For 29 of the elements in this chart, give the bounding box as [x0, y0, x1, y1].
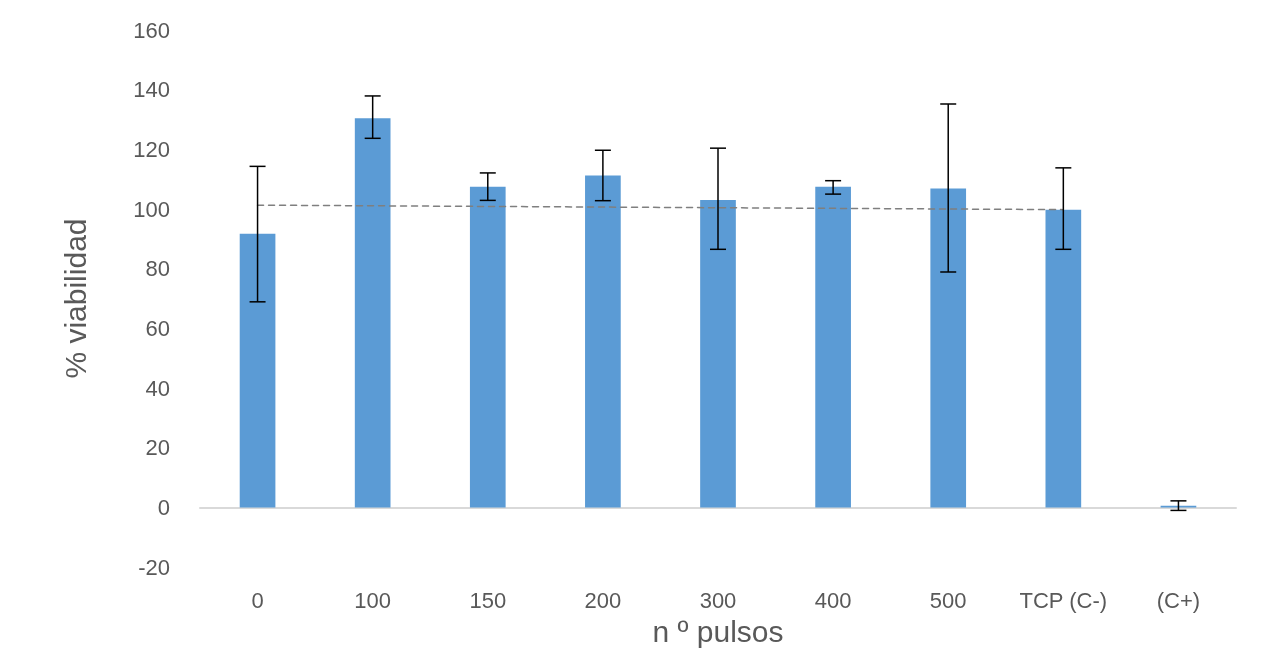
y-axis-title: % viabilidad — [58, 218, 92, 379]
bar — [585, 175, 621, 508]
bar — [815, 186, 851, 508]
x-tick-label: 200 — [584, 587, 622, 613]
y-tick-label: 60 — [145, 315, 170, 341]
y-tick-label: 0 — [157, 494, 170, 520]
x-tick-label: 400 — [814, 587, 852, 613]
y-tick-label: 120 — [133, 136, 170, 162]
x-tick-label: TCP (C-) — [1019, 587, 1108, 613]
x-tick-label: 150 — [469, 587, 507, 613]
bar — [1045, 209, 1082, 508]
y-tick-label: 40 — [145, 375, 170, 401]
y-tick-label: 140 — [133, 77, 170, 103]
y-tick-label: 100 — [133, 196, 170, 222]
y-tick-label: 160 — [133, 17, 170, 43]
bar — [700, 200, 736, 508]
x-tick-label: 100 — [354, 587, 392, 613]
x-axis-title: n º pulsos — [652, 614, 784, 648]
x-tick-label: 500 — [929, 587, 967, 613]
bar — [354, 118, 391, 508]
y-tick-label: 80 — [145, 256, 170, 282]
x-tick-label: (C+) — [1156, 587, 1201, 613]
bar — [469, 186, 506, 508]
y-tick-label: 20 — [145, 435, 170, 461]
x-tick-label: 300 — [699, 587, 737, 613]
x-tick-label: 0 — [251, 587, 264, 613]
bar — [930, 188, 967, 508]
bar — [239, 233, 276, 508]
y-tick-label: -20 — [138, 554, 170, 580]
